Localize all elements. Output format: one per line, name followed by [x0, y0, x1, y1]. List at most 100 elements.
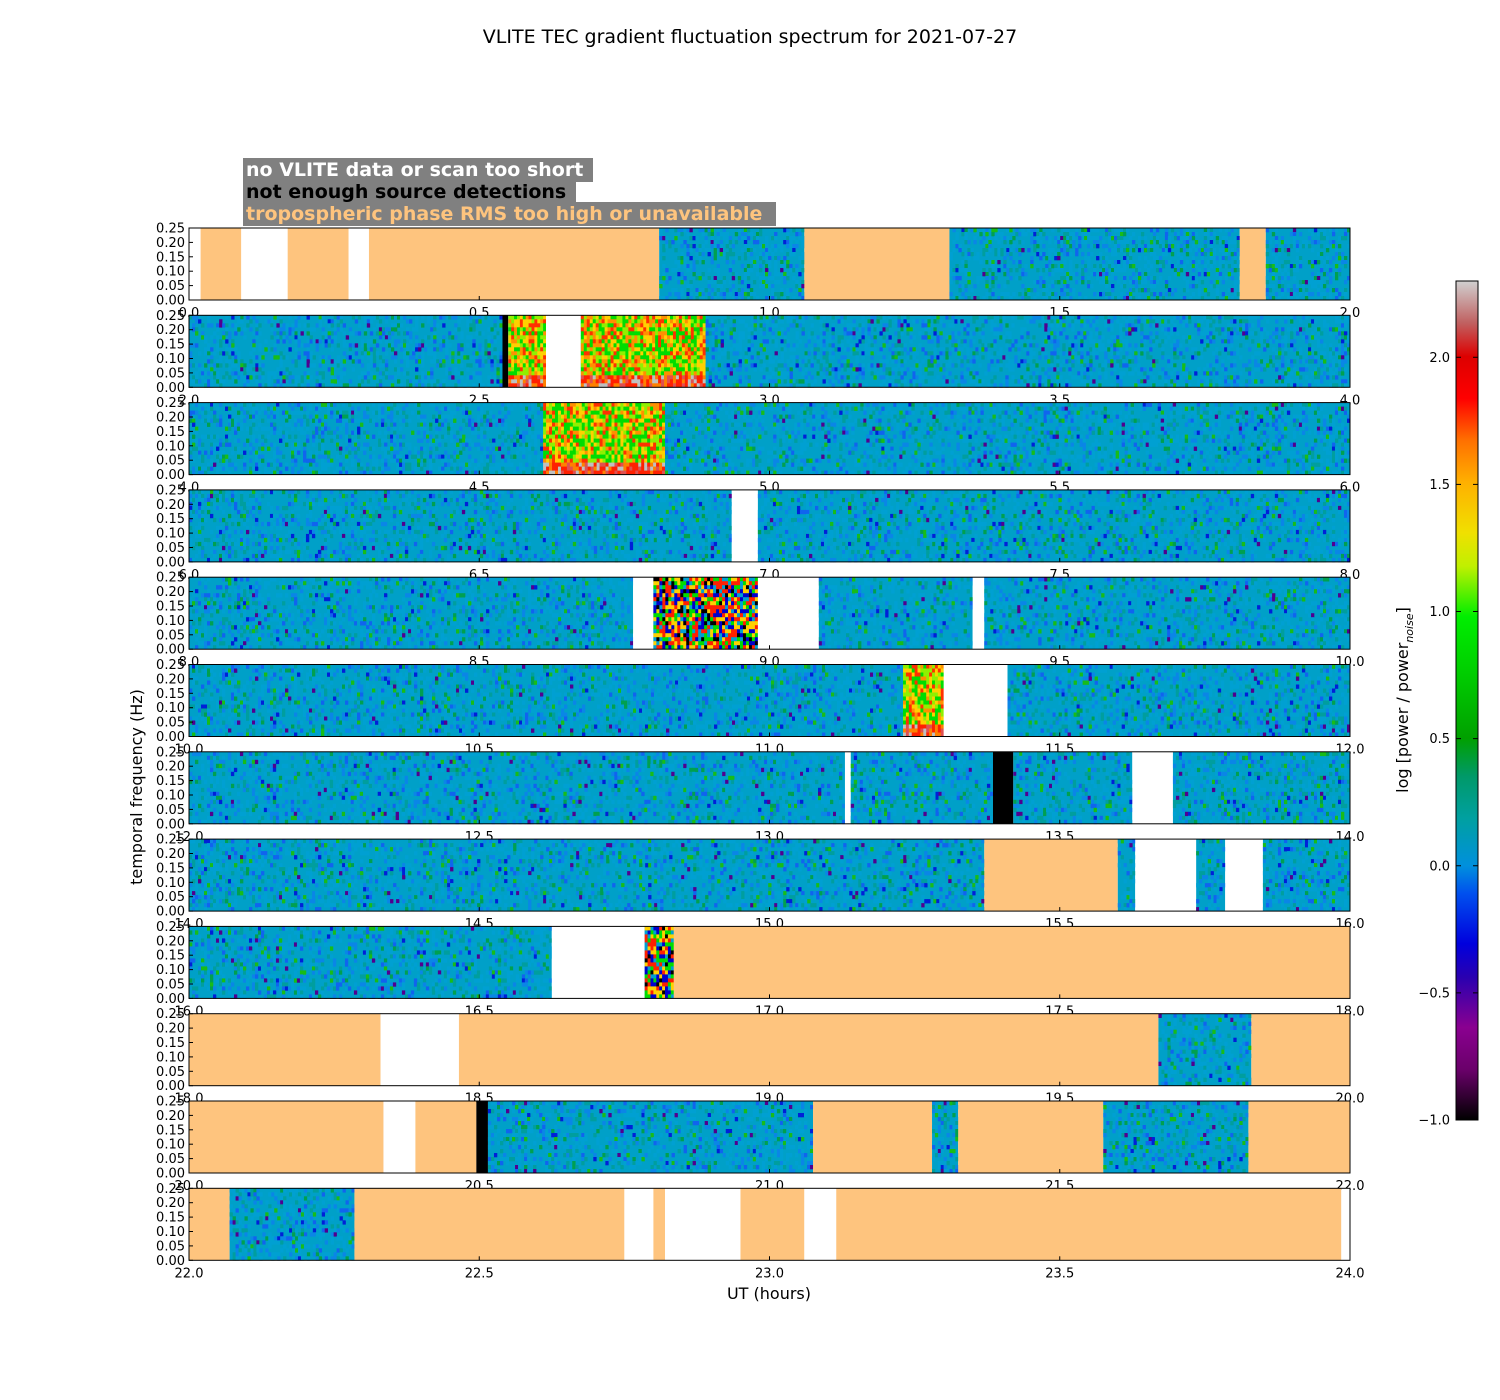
- y-tick-label: 0.25: [156, 222, 185, 237]
- y-tick-label: 0.05: [156, 1152, 185, 1167]
- y-tick-label: 0.20: [156, 672, 185, 687]
- y-tick-label: 0.10: [156, 1225, 185, 1240]
- segment-data: [1117, 839, 1136, 912]
- colorbar-tick-label: 2.0: [1429, 351, 1450, 366]
- segment-tropo: [189, 1013, 381, 1086]
- segment-no_data: [665, 1188, 741, 1261]
- y-tick-label: 0.15: [156, 600, 185, 615]
- colorbar-label-main: log [power / power: [1393, 642, 1412, 793]
- segment-no_data: [943, 664, 1008, 737]
- x-tick-label: 22.5: [465, 1266, 494, 1281]
- y-tick-label: 0.20: [156, 411, 185, 426]
- segment-tropo: [287, 228, 349, 300]
- y-tick-label: 0.25: [156, 920, 185, 935]
- segment-noisy: [644, 926, 675, 999]
- y-tick-label: 0.15: [156, 687, 185, 702]
- segment-tropo: [836, 1188, 1342, 1261]
- segment-data: [932, 1101, 959, 1174]
- y-tick-label: 0.20: [156, 1022, 185, 1037]
- segment-tropo: [653, 1188, 666, 1261]
- segment-tropo: [200, 228, 242, 300]
- segment-tropo: [189, 1101, 384, 1173]
- y-tick-label: 0.25: [156, 1182, 185, 1197]
- y-tick-label: 0.25: [156, 571, 185, 586]
- y-tick-label: 0.25: [156, 745, 185, 760]
- segment-tropo: [813, 1101, 933, 1173]
- segment-hot: [580, 315, 706, 388]
- segment-data: [1007, 664, 1351, 737]
- segment-no_data: [380, 1013, 459, 1086]
- y-tick-label: 0.05: [156, 366, 185, 381]
- segment-data: [850, 751, 994, 825]
- colorbar-tick-label: −0.5: [1418, 986, 1450, 1001]
- segment-hot: [543, 402, 666, 475]
- segment-tropo: [740, 1188, 805, 1261]
- legend-no-data: no VLITE data or scan too short: [246, 159, 583, 181]
- segment-tropo: [1248, 1101, 1350, 1173]
- segment-data: [659, 228, 805, 301]
- segment-no_data: [241, 228, 288, 300]
- segment-no_data: [844, 751, 851, 824]
- segment-hot: [508, 315, 547, 388]
- segment-tropo: [458, 1013, 1159, 1086]
- segment-data: [1013, 751, 1133, 825]
- colorbar-tick-label: 1.0: [1429, 605, 1450, 620]
- segment-no_data: [1341, 1188, 1350, 1261]
- segment-no_data: [804, 1188, 837, 1261]
- segment-noisy: [653, 577, 759, 650]
- y-tick-label: 0.15: [156, 1036, 185, 1051]
- y-tick-label: 0.10: [156, 614, 185, 629]
- y-tick-label: 0.05: [156, 279, 185, 294]
- y-tick-label: 0.10: [156, 439, 185, 454]
- colorbar-tick-label: −1.0: [1418, 1114, 1450, 1129]
- segment-no_data: [972, 577, 985, 650]
- y-tick-label: 0.15: [156, 774, 185, 789]
- y-axis-label: temporal frequency (Hz): [127, 689, 146, 885]
- y-tick-label: 0.25: [156, 833, 185, 848]
- segment-data: [1158, 1013, 1252, 1086]
- segment-data: [189, 577, 634, 650]
- y-tick-label: 0.10: [156, 1050, 185, 1065]
- segment-data: [705, 315, 1351, 388]
- y-tick-label: 0.05: [156, 716, 185, 731]
- y-tick-label: 0.10: [156, 963, 185, 978]
- segment-tropo: [189, 1188, 230, 1261]
- y-tick-label: 0.25: [156, 396, 185, 411]
- y-tick-label: 0.20: [156, 236, 185, 251]
- colorbar-label-sub: noise: [1403, 613, 1416, 642]
- y-tick-label: 0.00: [156, 992, 185, 1007]
- y-tick-label: 0.20: [156, 934, 185, 949]
- y-tick-label: 0.15: [156, 250, 185, 265]
- y-tick-label: 0.00: [156, 1167, 185, 1182]
- panel-2: 0.000.050.100.150.200.254.0 4.5 5.0 5.5 6.0: [156, 396, 1360, 496]
- segment-data: [189, 664, 904, 737]
- segment-tropo: [958, 1101, 1104, 1173]
- segment-no_data: [757, 577, 819, 650]
- y-tick-label: 0.05: [156, 541, 185, 556]
- y-tick-label: 0.05: [156, 628, 185, 643]
- segment-data: [665, 402, 1351, 475]
- y-tick-label: 0.00: [156, 381, 185, 396]
- y-tick-label: 0.15: [156, 425, 185, 440]
- y-tick-label: 0.10: [156, 789, 185, 804]
- x-tick-label: 24.0: [1336, 1266, 1365, 1281]
- segment-tropo: [1251, 1013, 1350, 1086]
- segment-no_data: [624, 1188, 654, 1261]
- segment-no_data: [348, 228, 369, 300]
- segment-no_data: [546, 315, 581, 388]
- y-tick-label: 0.00: [156, 555, 185, 570]
- segment-no_data: [383, 1101, 416, 1173]
- y-tick-label: 0.00: [156, 468, 185, 483]
- segment-no_data: [1135, 839, 1197, 912]
- colorbar: −1.0 −0.5 0.0 0.5 1.0 1.5 2.0: [1418, 280, 1479, 1129]
- segment-no_data: [189, 228, 201, 300]
- y-tick-label: 0.20: [156, 1109, 185, 1124]
- chart-title: VLITE TEC gradient fluctuation spectrum …: [483, 26, 1017, 48]
- segment-tropo: [804, 228, 950, 300]
- y-tick-label: 0.05: [156, 978, 185, 993]
